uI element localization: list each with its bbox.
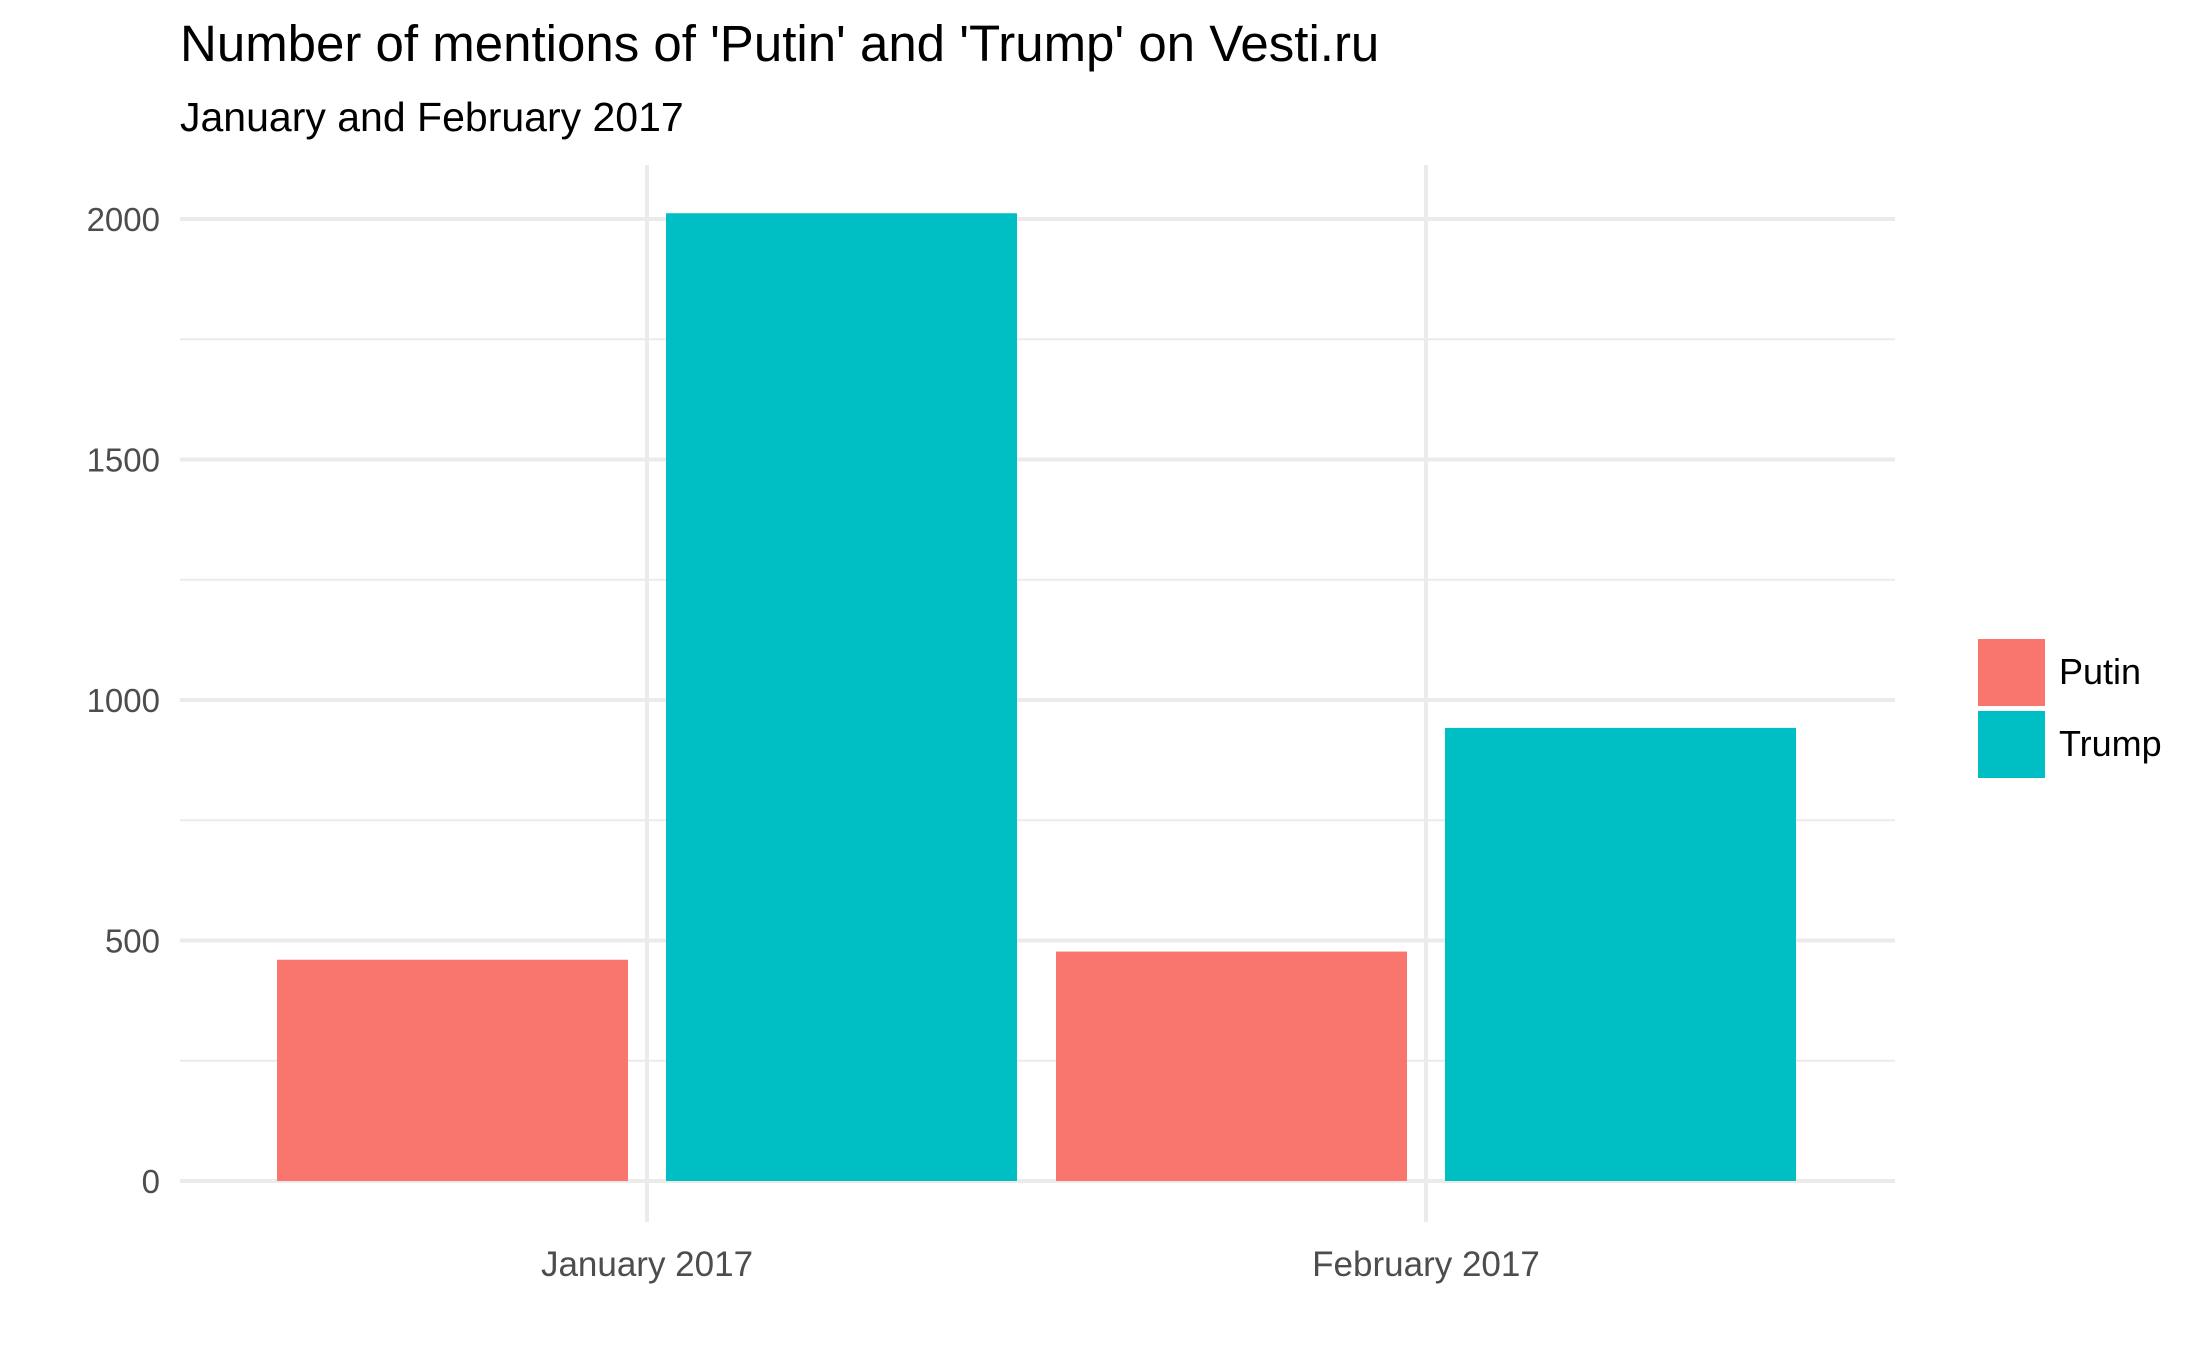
- y-tick-label: 500: [105, 923, 160, 960]
- legend-label: Putin: [2059, 651, 2142, 692]
- bar-putin-1: [277, 959, 628, 1181]
- bar-trump-1: [666, 213, 1017, 1181]
- chart-title: Number of mentions of 'Putin' and 'Trump…: [180, 15, 1380, 72]
- legend-item-trump: Trump: [1978, 708, 2162, 780]
- legend-swatch: [1978, 638, 2045, 706]
- y-tick-label: 1000: [87, 682, 160, 719]
- y-tick-label: 0: [142, 1163, 160, 1200]
- legend: Putin Trump: [1978, 636, 2162, 780]
- bars: [277, 213, 1796, 1181]
- y-axis-ticks: 0 500 1000 1500 2000: [87, 201, 160, 1200]
- bar-trump-2: [1445, 727, 1796, 1181]
- legend-item-putin: Putin: [1978, 636, 2162, 708]
- y-tick-label: 2000: [87, 201, 160, 238]
- legend-swatch: [1978, 710, 2045, 778]
- legend-label: Trump: [2059, 723, 2162, 764]
- bar-putin-2: [1056, 951, 1407, 1181]
- chart-subtitle: January and February 2017: [180, 94, 684, 140]
- x-tick-label: January 2017: [541, 1245, 753, 1284]
- x-tick-label: February 2017: [1312, 1245, 1540, 1284]
- x-axis-ticks: January 2017 February 2017: [541, 1245, 1540, 1284]
- y-tick-label: 1500: [87, 442, 160, 479]
